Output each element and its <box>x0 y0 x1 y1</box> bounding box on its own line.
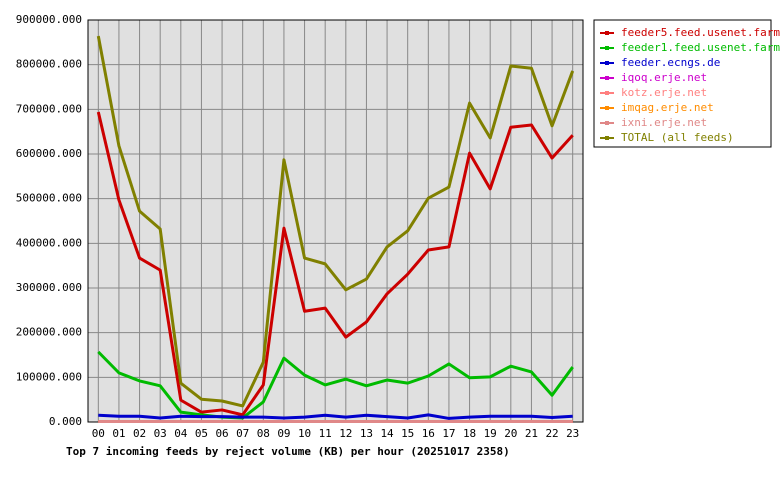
x-tick-label: 20 <box>504 427 517 440</box>
x-tick-label: 14 <box>380 427 394 440</box>
x-tick-label: 05 <box>195 427 208 440</box>
y-tick-label: 300000.000 <box>16 281 82 294</box>
y-tick-label: 200000.000 <box>16 326 82 339</box>
y-tick-label: 700000.000 <box>16 102 82 115</box>
legend-dot <box>605 121 609 125</box>
legend-label: feeder5.feed.usenet.farm <box>621 26 780 39</box>
x-tick-label: 15 <box>401 427 414 440</box>
y-tick-label: 600000.000 <box>16 147 82 160</box>
plot-area <box>87 19 584 423</box>
series-line <box>96 35 575 408</box>
x-tick-label: 17 <box>442 427 455 440</box>
x-tick-label: 16 <box>422 427 435 440</box>
legend-dot <box>605 106 609 110</box>
legend-dot <box>605 46 609 50</box>
x-tick-label: 22 <box>545 427 558 440</box>
y-tick-label: 500000.000 <box>16 192 82 205</box>
y-tick-label: 800000.000 <box>16 58 82 71</box>
legend-label: feeder1.feed.usenet.farm <box>621 41 780 54</box>
legend-dot <box>605 76 609 80</box>
x-tick-label: 10 <box>298 427 311 440</box>
x-tick-label: 03 <box>154 427 167 440</box>
x-tick-label: 07 <box>236 427 249 440</box>
y-tick-label: 900000.000 <box>16 13 82 26</box>
y-tick-label: 100000.000 <box>16 370 82 383</box>
legend-label: kotz.erje.net <box>621 86 707 99</box>
x-tick-label: 11 <box>319 427 332 440</box>
legend-dot <box>605 31 609 35</box>
x-tick-label: 21 <box>525 427 538 440</box>
legend-label: iqoq.erje.net <box>621 71 707 84</box>
x-tick-label: 18 <box>463 427 476 440</box>
y-tick-label: 0.000 <box>49 415 82 428</box>
x-tick-label: 12 <box>339 427 352 440</box>
x-tick-label: 04 <box>174 427 188 440</box>
legend-label: feeder.ecngs.de <box>621 56 720 69</box>
x-tick-label: 06 <box>215 427 228 440</box>
legend-dot <box>605 91 609 95</box>
x-tick-label: 00 <box>92 427 105 440</box>
series-line <box>97 350 574 420</box>
legend-label: ixni.erje.net <box>621 116 707 129</box>
x-tick-label: 13 <box>360 427 373 440</box>
y-tick-label: 400000.000 <box>16 236 82 249</box>
x-tick-label: 02 <box>133 427 146 440</box>
x-tick-label: 19 <box>484 427 497 440</box>
x-tick-label: 09 <box>277 427 290 440</box>
series-line <box>98 413 573 420</box>
legend-label: TOTAL (all feeds) <box>621 131 734 144</box>
chart-title: Top 7 incoming feeds by reject volume (K… <box>66 445 510 458</box>
legend-dot <box>605 61 609 65</box>
legend-box <box>593 19 772 148</box>
series-line <box>96 111 574 417</box>
x-tick-label: 23 <box>566 427 579 440</box>
x-tick-label: 01 <box>112 427 125 440</box>
legend-label: imqag.erje.net <box>621 101 714 114</box>
legend-dot <box>605 136 609 140</box>
x-tick-label: 08 <box>257 427 270 440</box>
